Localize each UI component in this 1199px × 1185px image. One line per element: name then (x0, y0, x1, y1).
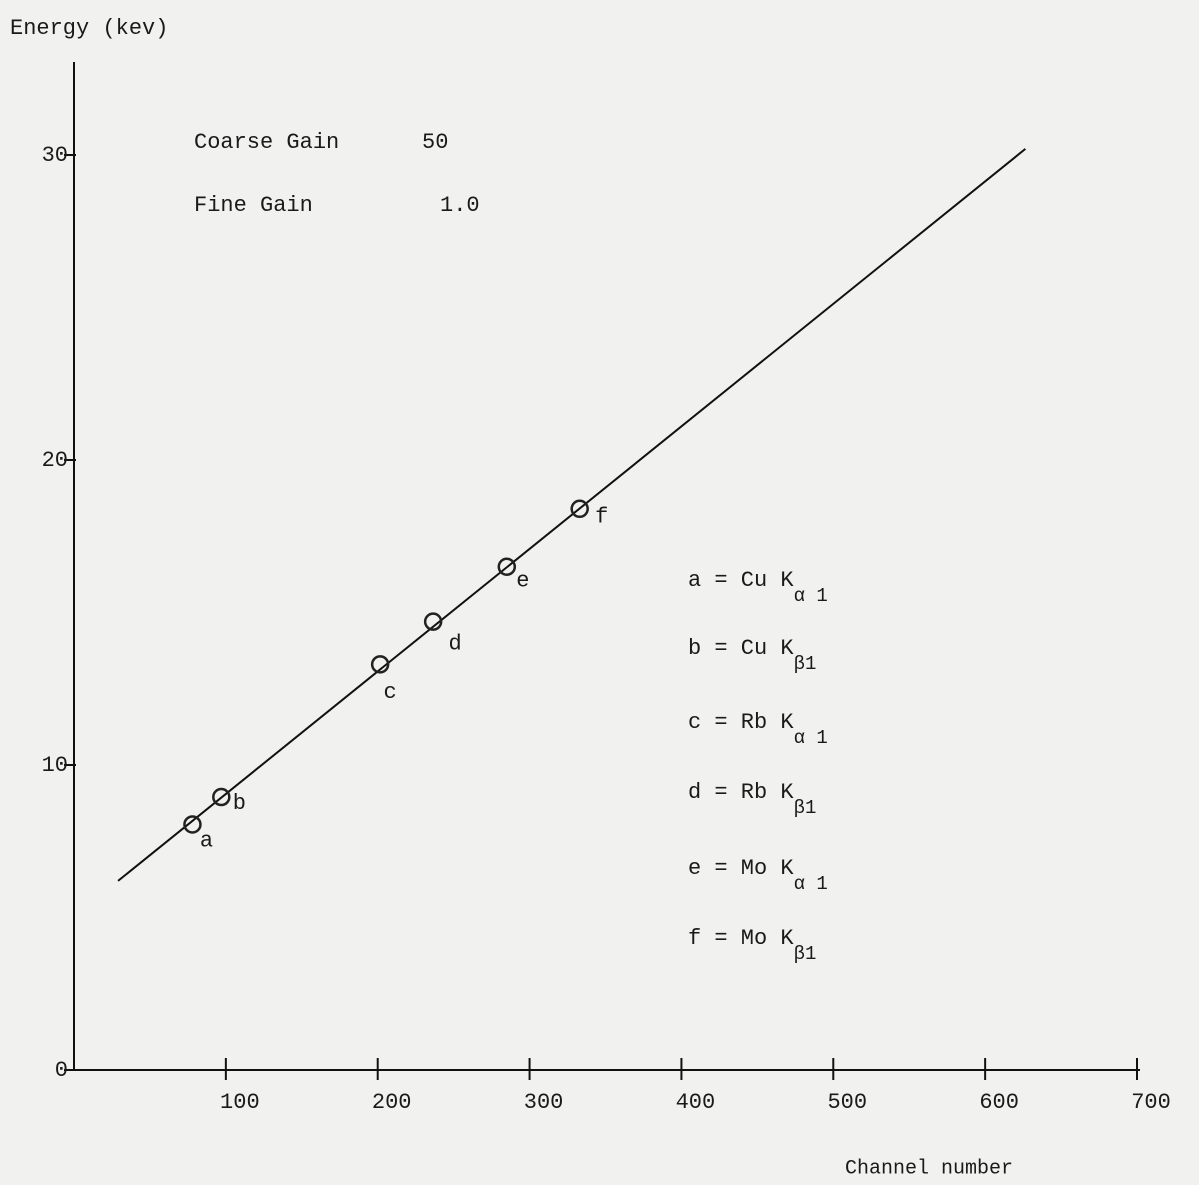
legend-text: f = Mo K (688, 926, 794, 951)
legend-entry: a = Cu Kα 1 (688, 568, 828, 607)
annotation-label: Coarse Gain (194, 130, 339, 155)
legend-text: b = Cu K (688, 636, 794, 661)
legend-subscript: α 1 (794, 873, 828, 895)
legend-text: a = Cu K (688, 568, 794, 593)
annotation-value: 1.0 (440, 193, 480, 218)
x-tick-label: 700 (1131, 1090, 1171, 1115)
annotation-value: 50 (422, 130, 448, 155)
legend-text: e = Mo K (688, 856, 794, 881)
legend-entry: d = Rb Kβ1 (688, 780, 816, 819)
y-tick-label: 0 (55, 1058, 68, 1083)
x-tick-label: 500 (827, 1090, 867, 1115)
annotation-label: Fine Gain (194, 193, 313, 218)
chart: Energy (kev) Channel number 0 10 20 30 100 20… (0, 0, 1199, 1185)
point-label: c (384, 680, 397, 705)
fit-line (118, 149, 1025, 881)
y-tick-label: 20 (42, 448, 68, 473)
legend-entry: e = Mo Kα 1 (688, 856, 828, 895)
legend-entry: c = Rb Kα 1 (688, 710, 828, 749)
legend-subscript: β1 (794, 943, 817, 965)
x-tick-label: 300 (524, 1090, 564, 1115)
legend-text: c = Rb K (688, 710, 794, 735)
legend-text: d = Rb K (688, 780, 794, 805)
x-tick-label: 400 (676, 1090, 716, 1115)
legend-entry: b = Cu Kβ1 (688, 636, 816, 675)
page: Energy (kev) Channel number 0 10 20 30 100 20… (0, 0, 1199, 1185)
y-axis-label: Energy (kev) (10, 16, 168, 41)
legend-subscript: α 1 (794, 727, 828, 749)
x-tick-label: 100 (220, 1090, 260, 1115)
legend-entry: f = Mo Kβ1 (688, 926, 816, 965)
x-axis-label: Channel number (845, 1157, 1013, 1180)
x-tick-label: 600 (979, 1090, 1019, 1115)
legend-subscript: α 1 (794, 585, 828, 607)
point-label: b (233, 791, 246, 816)
point-label: d (449, 631, 462, 656)
x-tick-label: 200 (372, 1090, 412, 1115)
legend-subscript: β1 (794, 797, 817, 819)
y-tick-label: 10 (42, 753, 68, 778)
y-tick-label: 30 (42, 143, 68, 168)
point-label: e (516, 569, 529, 594)
point-label: f (595, 505, 608, 530)
legend-subscript: β1 (794, 653, 817, 675)
point-label: a (200, 828, 213, 853)
